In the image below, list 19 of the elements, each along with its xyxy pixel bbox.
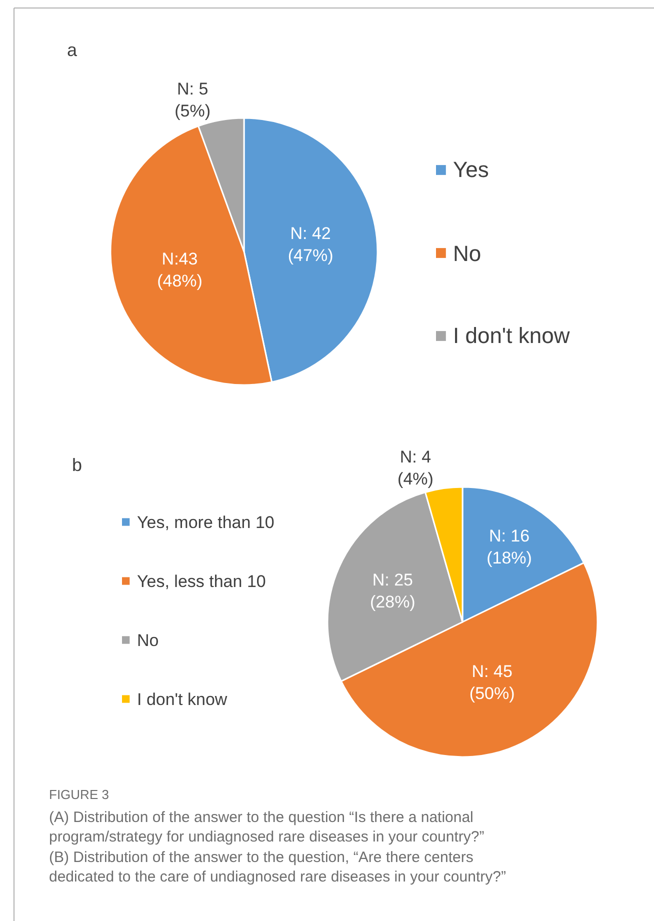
data-label: N: 5 (5%): [174, 80, 211, 121]
legend-label: No: [453, 241, 482, 266]
text: (A) Distribution of the answer to the question “Is there a national program/strategy for undiagnosed rare diseases in your country?”: [49, 809, 484, 846]
caption: FIGURE 3: [49, 787, 109, 802]
legend-label: Yes, more than 10: [137, 513, 274, 532]
legend-label: I don't know: [137, 690, 228, 709]
legend-label: No: [137, 631, 159, 650]
legend-label: I don't know: [453, 323, 570, 348]
data-label: N: 4 (4%): [398, 448, 434, 489]
data-label: N: 42 (47%): [288, 224, 334, 266]
chart-title: a: [67, 40, 78, 60]
data-label: N: 16 (18%): [486, 526, 532, 568]
chart-title: b: [72, 455, 82, 475]
data-label: N: 25 (28%): [370, 570, 416, 612]
data-label: N:43 (48%): [157, 249, 202, 290]
data-label: N: 45 (50%): [469, 662, 515, 704]
legend-label: Yes: [453, 157, 489, 182]
legend-label: Yes, less than 10: [137, 572, 266, 591]
text: (B) Distribution of the answer to the question, “Are there centers dedicated to the care of undiagnosed rare diseases in your country?”: [49, 849, 506, 886]
